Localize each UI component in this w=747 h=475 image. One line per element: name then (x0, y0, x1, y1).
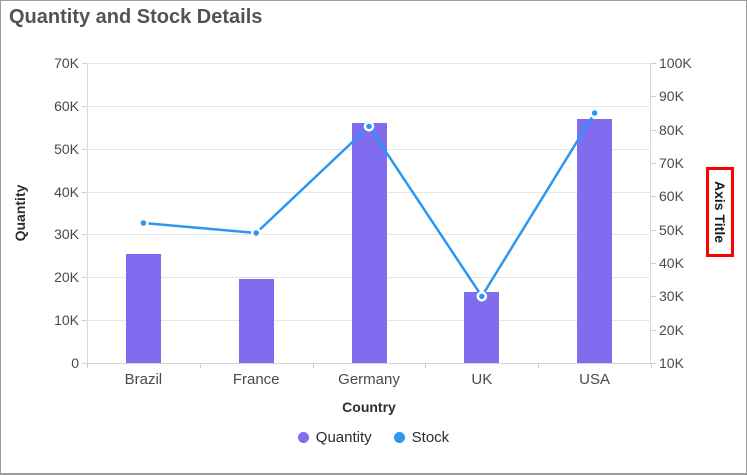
right-axis-title-highlight-box: Axis Title (706, 167, 734, 257)
x-axis-tickmark (199, 363, 201, 368)
right-axis-tickmark (651, 296, 656, 298)
right-axis-tick-label: 60K (659, 188, 684, 205)
left-axis-tick-label: 60K (54, 97, 79, 114)
left-axis-tickmark (82, 277, 87, 279)
x-axis-tickmark (312, 363, 314, 368)
x-axis-tickmark (651, 363, 652, 368)
x-axis-category-label: Germany (338, 371, 400, 388)
x-axis-category-label: France (232, 371, 280, 388)
right-axis-tick-label: 90K (659, 88, 684, 105)
stock-line (143, 112, 596, 299)
quantity-bar[interactable] (351, 123, 387, 363)
x-axis-category-label: UK (471, 371, 493, 388)
right-axis-title: Axis Title (712, 181, 728, 243)
legend: Quantity Stock (1, 429, 746, 446)
right-axis-tick-label: 80K (659, 121, 684, 138)
right-axis-tick-label: 100K (659, 55, 692, 71)
right-axis-tick-label: 30K (659, 288, 684, 305)
x-axis-category-label: Brazil (124, 371, 163, 388)
left-axis-line (87, 63, 88, 363)
right-axis-tickmark (651, 163, 656, 164)
left-axis-tickmark (82, 234, 87, 236)
right-axis-tick-label: 70K (659, 155, 684, 171)
quantity-bar[interactable] (125, 253, 161, 363)
right-axis-tickmark (651, 129, 656, 131)
quantity-bar[interactable] (238, 279, 274, 363)
left-axis-tick-label: 10K (54, 312, 79, 329)
right-axis-tickmark (651, 63, 656, 64)
left-axis-title: Quantity (12, 184, 28, 242)
right-axis-tickmark (651, 96, 656, 98)
left-axis-tick-label: 20K (54, 269, 79, 286)
right-axis-tick-label: 20K (659, 321, 684, 338)
plot-area (87, 63, 651, 364)
stock-point-marker[interactable] (476, 291, 488, 302)
right-axis-tickmark (651, 263, 656, 264)
x-axis-tickmark (87, 363, 88, 368)
quantity-bar[interactable] (577, 118, 613, 363)
quantity-legend-dot-icon (297, 432, 309, 443)
quantity-bar[interactable] (464, 292, 500, 363)
left-axis-tick-label: 50K (54, 140, 79, 157)
chart-title: Quantity and Stock Details (9, 6, 263, 28)
stock-line-series (138, 107, 600, 302)
left-axis-tickmark (82, 63, 87, 64)
right-axis-tickmark (651, 229, 656, 231)
x-axis-category-label: USA (579, 371, 611, 388)
stock-point-marker[interactable] (250, 227, 262, 239)
legend-label-quantity: Quantity (315, 429, 372, 446)
legend-item-stock[interactable]: Stock (393, 429, 450, 446)
right-axis-tickmark (651, 196, 656, 198)
stock-point-marker[interactable] (363, 121, 375, 132)
gridline (87, 105, 651, 107)
left-axis-tickmark (82, 363, 87, 364)
stock-point-marker[interactable] (589, 107, 600, 119)
gridline (87, 63, 651, 64)
left-axis-tickmark (82, 148, 87, 150)
right-axis-line (650, 63, 651, 363)
left-axis-tickmark (82, 320, 87, 322)
stock-legend-dot-icon (393, 432, 405, 443)
x-axis-title: Country (342, 399, 396, 415)
left-axis-tick-label: 40K (54, 183, 79, 200)
left-axis-tick-label: 30K (54, 226, 79, 243)
right-axis-tickmark (651, 329, 656, 331)
x-axis-tickmark (538, 363, 540, 368)
right-axis-tickmark (651, 363, 656, 364)
right-axis-tick-label: 50K (659, 221, 684, 238)
x-axis-tickmark (425, 363, 427, 368)
left-axis-tick-label: 0 (71, 355, 79, 371)
left-axis-tickmark (82, 105, 87, 107)
stock-point-marker[interactable] (138, 217, 149, 229)
left-axis-tick-label: 70K (54, 55, 79, 71)
right-axis-tick-label: 40K (659, 255, 684, 271)
legend-label-stock: Stock (411, 429, 450, 446)
x-axis-line (87, 363, 651, 364)
right-axis-tick-label: 10K (659, 355, 684, 371)
left-axis-tickmark (82, 191, 87, 193)
legend-item-quantity[interactable]: Quantity (297, 429, 372, 446)
